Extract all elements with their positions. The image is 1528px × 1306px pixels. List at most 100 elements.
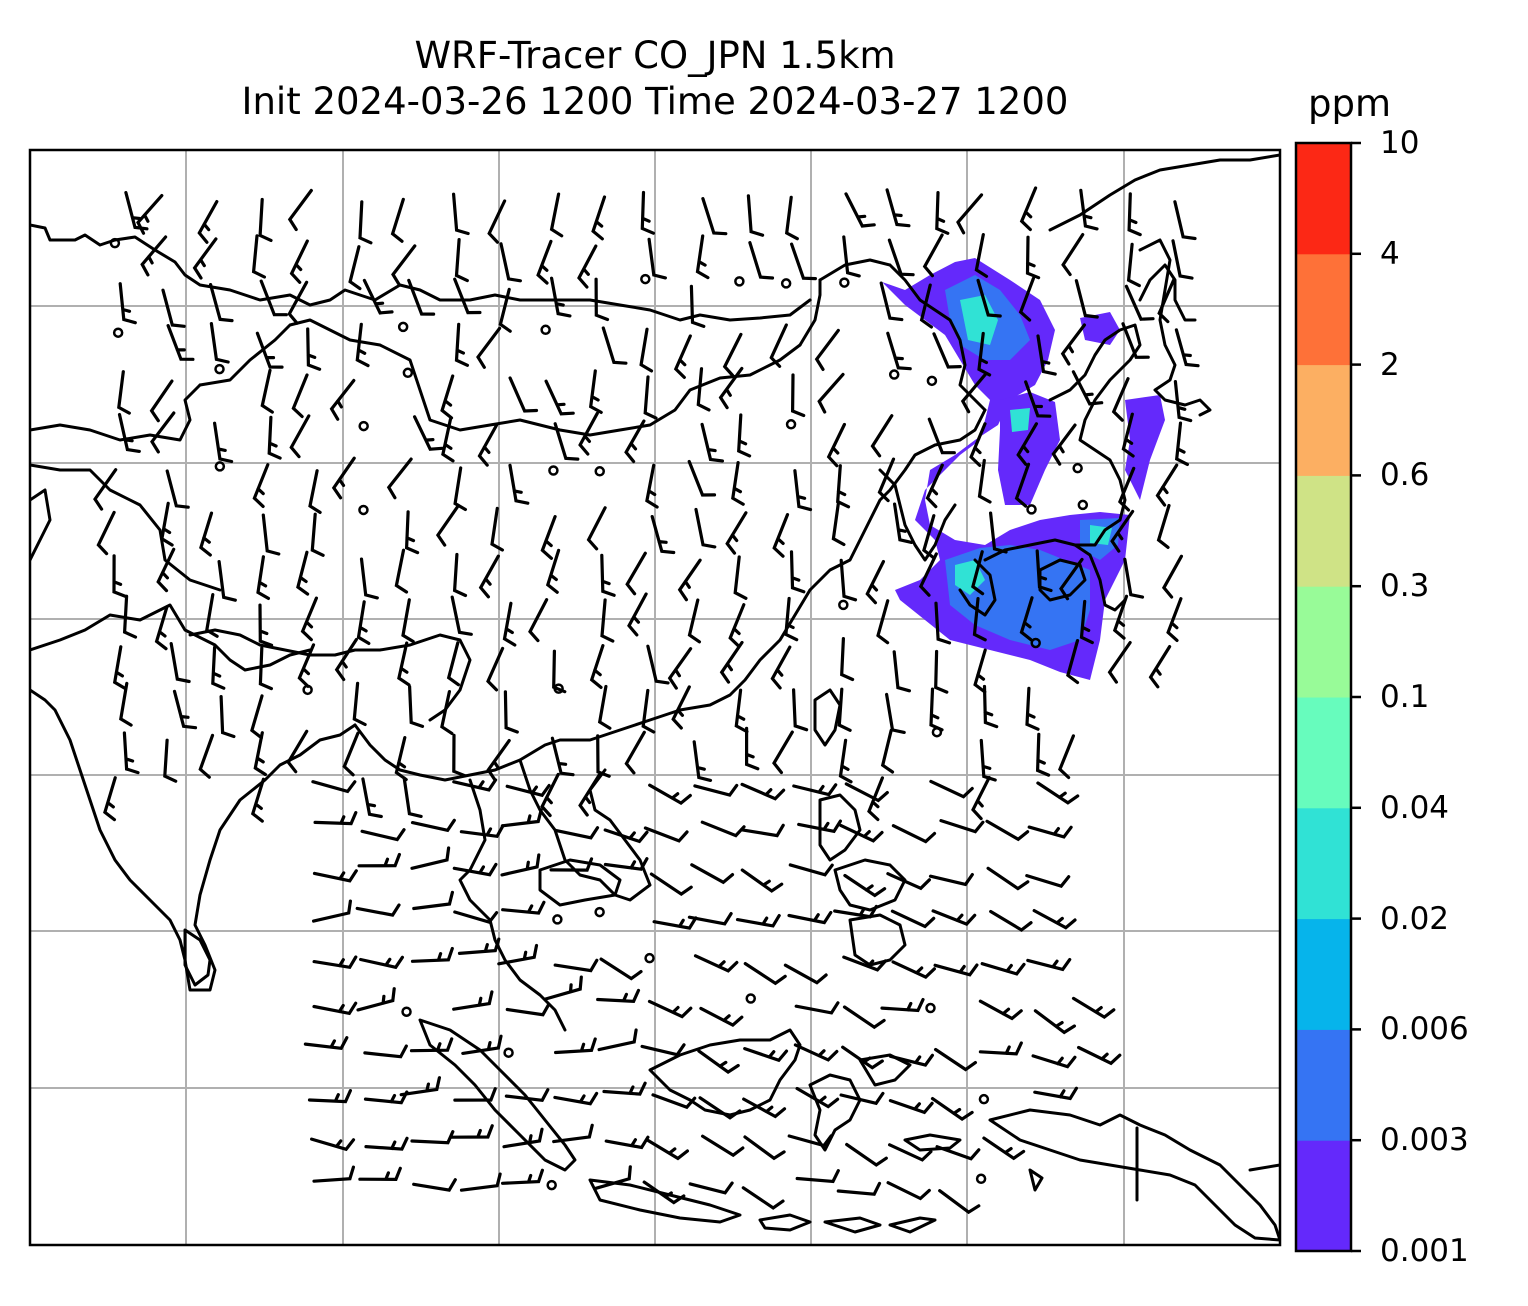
wind-barb [885,692,906,734]
wind-barb [348,245,362,291]
wind-barb [391,244,417,287]
wind-barb [787,910,833,925]
wind-barb [596,734,611,778]
wind-barb [577,244,598,289]
wind-barb [289,414,311,459]
wind-barb [410,818,456,833]
wind-barb [446,641,460,687]
wind-barb [256,555,270,600]
wind-barb [933,963,979,977]
wind-barb [1077,1045,1122,1066]
wind-barb [1061,233,1085,277]
wind-barb [312,899,352,923]
wind-barb [1111,377,1130,422]
wind-barb [1079,188,1099,231]
wind-barb [359,557,379,600]
wind-barb [689,284,706,328]
wind-barb [544,975,583,1001]
wind-barb [888,1143,933,1162]
wind-barb [919,283,933,329]
wind-barb [650,515,676,555]
wind-barb [312,955,358,970]
wind-barb [287,280,309,325]
wind-barb [554,826,600,840]
wind-barb [355,322,370,368]
wind-barb [1173,200,1197,241]
wind-barb [452,990,494,1011]
wind-barb [589,644,605,689]
wind-barb [412,1178,457,1192]
wind-barb [452,192,470,236]
wind-barb [797,819,842,834]
wind-barb [1035,549,1053,593]
wind-barb [1071,370,1104,406]
colorbar-tick-label: 0.003 [1380,1122,1469,1159]
wind-barb [408,685,425,728]
wind-barb [500,808,543,828]
wind-barb [260,368,274,414]
wind-barb [929,779,974,799]
calm-wind-marker [975,1173,987,1185]
coastlines [30,153,1280,1242]
wind-barb [932,332,962,369]
wind-barb [119,681,133,727]
wind-barb [677,558,702,602]
wind-barb [440,690,454,735]
wind-barb [693,954,739,973]
wind-barb [360,828,406,842]
calm-wind-marker [553,683,564,694]
wind-barb [410,846,451,870]
wind-barb [887,238,915,277]
wind-barb [1032,909,1077,930]
wind-barb [603,828,649,844]
wind-barb [312,1001,358,1016]
wind-barb [552,1123,594,1144]
wind-barb [364,1136,409,1151]
calm-wind-marker [540,324,551,336]
wind-barb [410,946,454,963]
wind-barb [397,641,411,687]
wind-barb [737,413,752,458]
calm-wind-marker [644,952,655,964]
wind-barb [124,191,149,231]
wind-barb [880,998,925,1013]
wind-barb [735,914,781,928]
wind-barb [357,852,401,868]
wind-barb [209,283,234,323]
wind-barb [831,501,846,547]
wind-barb [553,958,599,973]
wind-barb [743,1047,789,1063]
calm-wind-marker [734,276,745,287]
wind-barb [837,687,852,732]
wind-barb [578,773,601,817]
wind-barb [452,733,467,778]
calm-wind-marker [1072,462,1083,474]
wind-barb [1118,466,1136,512]
wind-barb [501,900,546,915]
wind-barb [593,1165,632,1191]
wind-barb [770,645,792,690]
wind-barb [784,195,799,241]
wind-barb [641,688,656,734]
wind-barb [925,463,944,509]
wind-barb [136,194,164,235]
wind-barb [399,1076,441,1097]
wind-barb [211,645,226,690]
wind-barb [1019,596,1034,642]
wind-barb [160,501,174,547]
wind-barb [886,331,912,371]
wind-barb [840,637,855,682]
wind-barb [410,1130,455,1145]
wind-barb [601,326,628,365]
wind-barb [978,999,1023,1021]
wind-barb [980,962,1026,976]
wind-barb [1110,509,1135,553]
wind-barb [394,548,409,594]
wind-barb [453,277,482,315]
wind-barb [982,684,999,729]
calm-wind-marker [397,321,409,333]
wind-barb [289,239,309,284]
wind-barb [1127,192,1142,237]
wind-barb [409,1037,454,1053]
